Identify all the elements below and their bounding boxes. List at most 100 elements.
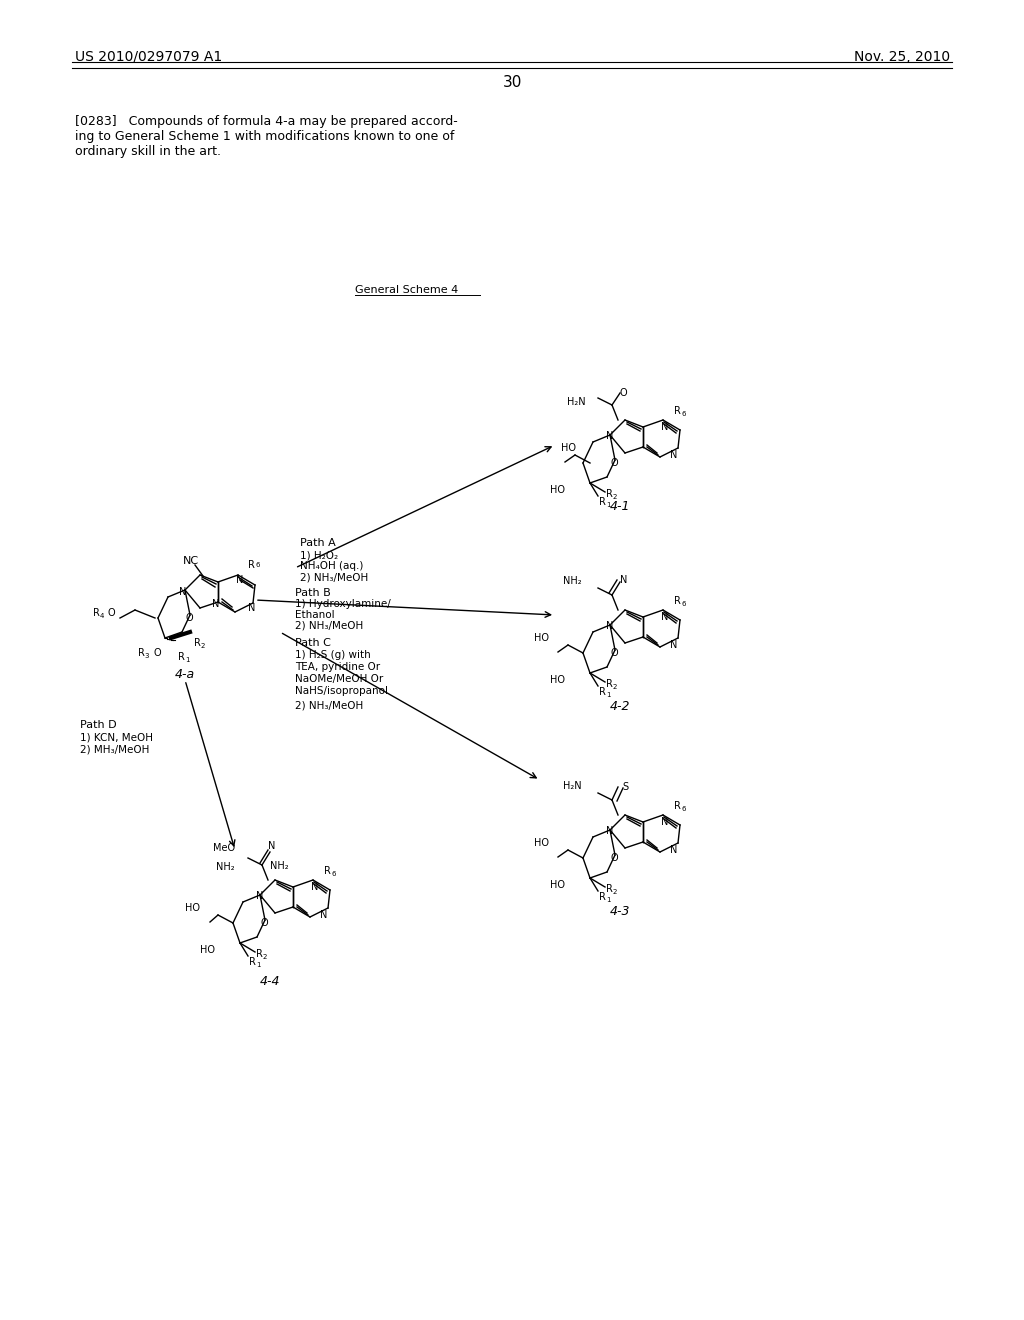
Text: O: O: [260, 917, 268, 928]
Text: N: N: [662, 612, 669, 622]
Text: HO: HO: [534, 634, 549, 643]
Text: N: N: [606, 432, 613, 441]
Text: N: N: [237, 576, 244, 585]
Text: N: N: [248, 603, 255, 612]
Text: 1) Hydroxylamine/: 1) Hydroxylamine/: [295, 599, 391, 609]
Text: N: N: [670, 450, 677, 459]
Text: 6: 6: [681, 411, 685, 417]
Text: N: N: [256, 891, 264, 902]
Text: O: O: [610, 648, 617, 657]
Text: 1) KCN, MeOH: 1) KCN, MeOH: [80, 733, 153, 742]
Text: 1) H₂O₂: 1) H₂O₂: [300, 550, 338, 560]
Text: O: O: [610, 458, 617, 469]
Text: R: R: [674, 407, 681, 416]
Text: R: R: [178, 652, 185, 663]
Text: 6: 6: [681, 807, 685, 812]
Text: HO: HO: [550, 880, 565, 890]
Text: R: R: [249, 957, 256, 968]
Text: Path B: Path B: [295, 587, 331, 598]
Text: NH₂: NH₂: [270, 861, 289, 871]
Text: 4-3: 4-3: [609, 906, 630, 917]
Text: NC: NC: [183, 556, 199, 566]
Text: R: R: [256, 949, 263, 960]
Text: ordinary skill in the art.: ordinary skill in the art.: [75, 145, 221, 158]
Text: O: O: [108, 609, 116, 618]
Text: N: N: [606, 620, 613, 631]
Text: 30: 30: [503, 75, 521, 90]
Text: 2: 2: [613, 888, 617, 895]
Text: 1: 1: [606, 692, 610, 698]
Text: 2) NH₃/MeOH: 2) NH₃/MeOH: [300, 573, 369, 583]
Text: 2: 2: [613, 494, 617, 500]
Text: N: N: [670, 640, 677, 649]
Text: N: N: [179, 587, 186, 597]
Text: R: R: [599, 686, 606, 697]
Text: R: R: [138, 648, 145, 657]
Text: R: R: [248, 560, 255, 570]
Text: 1: 1: [256, 962, 260, 968]
Text: N: N: [268, 841, 275, 851]
Text: NaOMe/MeOH Or: NaOMe/MeOH Or: [295, 675, 383, 684]
Text: Nov. 25, 2010: Nov. 25, 2010: [854, 50, 950, 63]
Text: O: O: [610, 853, 617, 863]
Text: R: R: [599, 498, 606, 507]
Text: US 2010/0297079 A1: US 2010/0297079 A1: [75, 50, 222, 63]
Text: Path D: Path D: [80, 719, 117, 730]
Text: 4-a: 4-a: [175, 668, 195, 681]
Text: TEA, pyridine Or: TEA, pyridine Or: [295, 663, 380, 672]
Text: R: R: [324, 866, 331, 876]
Text: R: R: [606, 488, 613, 499]
Text: R: R: [194, 638, 201, 648]
Text: Ethanol: Ethanol: [295, 610, 335, 620]
Text: 4-4: 4-4: [260, 975, 281, 987]
Text: HO: HO: [550, 484, 565, 495]
Text: 2: 2: [263, 954, 267, 960]
Text: H₂N: H₂N: [563, 781, 582, 791]
Text: 2: 2: [201, 643, 206, 649]
Text: NH₂: NH₂: [216, 862, 234, 873]
Text: 6: 6: [256, 562, 260, 568]
Text: 4: 4: [99, 612, 104, 619]
Text: HO: HO: [200, 945, 215, 954]
Text: O: O: [185, 612, 193, 623]
Text: 6: 6: [331, 871, 336, 876]
Text: R: R: [606, 678, 613, 689]
Text: R: R: [599, 892, 606, 902]
Text: HO: HO: [185, 903, 200, 913]
Text: [0283]   Compounds of formula 4-a may be prepared accord-: [0283] Compounds of formula 4-a may be p…: [75, 115, 458, 128]
Text: 1) H₂S (g) with: 1) H₂S (g) with: [295, 649, 371, 660]
Text: Path A: Path A: [300, 539, 336, 548]
Text: 2) NH₃/MeOH: 2) NH₃/MeOH: [295, 700, 364, 710]
Text: 6: 6: [681, 601, 685, 607]
Text: 2: 2: [613, 684, 617, 690]
Text: 4-1: 4-1: [609, 500, 630, 513]
Text: HO: HO: [561, 444, 575, 453]
Text: 1: 1: [185, 657, 189, 663]
Text: N: N: [311, 882, 318, 892]
Text: N: N: [662, 422, 669, 432]
Text: N: N: [670, 845, 677, 855]
Text: N: N: [319, 909, 328, 920]
Text: NaHS/isopropanol: NaHS/isopropanol: [295, 686, 388, 696]
Text: N: N: [662, 817, 669, 828]
Text: MeO: MeO: [213, 843, 234, 853]
Text: 2) MH₃/MeOH: 2) MH₃/MeOH: [80, 744, 150, 754]
Text: HO: HO: [550, 675, 565, 685]
Text: ing to General Scheme 1 with modifications known to one of: ing to General Scheme 1 with modificatio…: [75, 129, 455, 143]
Text: R: R: [93, 609, 100, 618]
Text: N: N: [212, 599, 220, 609]
Text: HO: HO: [534, 838, 549, 847]
Text: 4-2: 4-2: [609, 700, 630, 713]
Text: O: O: [153, 648, 161, 657]
Text: Path C: Path C: [295, 638, 331, 648]
Text: 1: 1: [606, 898, 610, 903]
Text: H₂N: H₂N: [567, 397, 586, 407]
Text: R: R: [606, 884, 613, 894]
Text: R: R: [674, 801, 681, 810]
Text: 3: 3: [144, 653, 150, 659]
Text: N: N: [606, 826, 613, 836]
Text: 1: 1: [606, 502, 610, 508]
Text: NH₂: NH₂: [563, 576, 582, 586]
Text: N: N: [620, 576, 628, 585]
Text: S: S: [622, 781, 628, 792]
